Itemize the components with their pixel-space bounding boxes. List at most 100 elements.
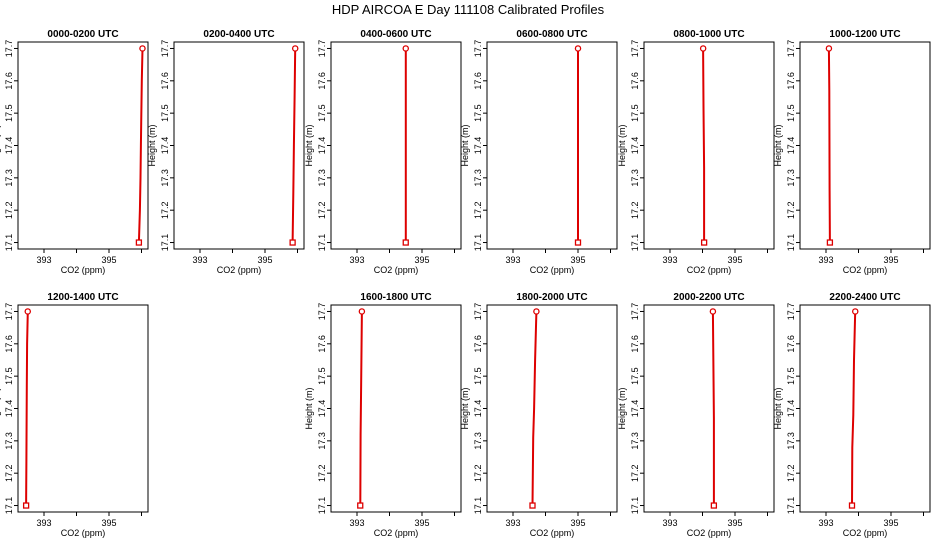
x-axis-label: CO2 (ppm) xyxy=(217,265,262,275)
y-tick-label: 17.4 xyxy=(317,137,327,155)
x-axis-label: CO2 (ppm) xyxy=(530,265,575,275)
y-tick-label: 17.3 xyxy=(317,432,327,450)
top-point-marker xyxy=(825,45,833,52)
y-tick-label: 17.7 xyxy=(4,303,14,321)
x-tick-label: 393 xyxy=(505,518,520,528)
x-tick-label: 393 xyxy=(36,518,51,528)
y-tick-label: 17.4 xyxy=(786,137,796,155)
panel: 1200-1400 UTC 393 395 17.1 17.2 17.3 17.4 17.5 1… xyxy=(0,292,149,538)
y-axis-label: Height (m) xyxy=(147,124,157,166)
y-tick-label: 17.2 xyxy=(317,201,327,219)
profile-line xyxy=(291,48,297,243)
panel: 2000-2200 UTC 393 395 17.1 17.2 17.3 17.4 17.5 1… xyxy=(617,292,775,538)
panel: 0000-0200 UTC 393 395 17.1 17.2 17.3 17.4 17.5 1… xyxy=(0,29,149,275)
top-point-marker xyxy=(358,308,366,315)
y-tick-label: 17.3 xyxy=(630,432,640,450)
y-tick-label: 17.6 xyxy=(4,335,14,353)
y-tick-label: 17.7 xyxy=(786,40,796,58)
y-tick-label: 17.2 xyxy=(473,464,483,482)
x-tick-label: 395 xyxy=(883,255,898,265)
y-tick-label: 17.4 xyxy=(4,137,14,155)
profile-line xyxy=(531,311,538,506)
y-tick-label: 17.6 xyxy=(473,72,483,90)
y-tick-label: 17.1 xyxy=(786,497,796,515)
x-axis-label: CO2 (ppm) xyxy=(843,528,888,538)
bottom-point-marker xyxy=(848,502,856,509)
x-tick-label: 393 xyxy=(349,255,364,265)
y-tick-label: 17.2 xyxy=(160,201,170,219)
y-tick-label: 17.6 xyxy=(473,335,483,353)
profile-line xyxy=(702,48,706,243)
y-tick-label: 17.5 xyxy=(473,367,483,385)
x-tick-label: 395 xyxy=(570,518,585,528)
panel-title: 0600-0800 UTC xyxy=(516,29,587,40)
x-tick-label: 395 xyxy=(570,255,585,265)
y-tick-label: 17.7 xyxy=(4,40,14,58)
y-tick-label: 17.1 xyxy=(473,497,483,515)
x-axis-label: CO2 (ppm) xyxy=(61,265,106,275)
bottom-point-marker xyxy=(402,239,409,246)
x-tick-label: 395 xyxy=(414,255,429,265)
panel-title: 1600-1800 UTC xyxy=(360,292,431,303)
x-axis-label: CO2 (ppm) xyxy=(843,265,888,275)
y-tick-label: 17.4 xyxy=(630,137,640,155)
panel: 0800-1000 UTC 393 395 17.1 17.2 17.3 17.4 17.5 1… xyxy=(617,29,775,275)
y-tick-label: 17.3 xyxy=(473,432,483,450)
panel-title: 2000-2200 UTC xyxy=(673,292,744,303)
plot-frame xyxy=(173,41,305,250)
y-tick-label: 17.7 xyxy=(317,40,327,58)
bottom-point-marker xyxy=(700,239,708,246)
panel-title: 1000-1200 UTC xyxy=(829,29,900,40)
figure-title: HDP AIRCOA E Day 111108 Calibrated Profi… xyxy=(331,2,605,17)
plot-frame xyxy=(486,304,618,513)
x-tick-label: 395 xyxy=(101,255,116,265)
panel-title: 0200-0400 UTC xyxy=(203,29,274,40)
panel: 0400-0600 UTC 393 395 17.1 17.2 17.3 17.4 17.5 1… xyxy=(304,29,462,275)
y-tick-label: 17.1 xyxy=(317,497,327,515)
y-tick-label: 17.1 xyxy=(630,497,640,515)
y-axis-label: Height (m) xyxy=(617,387,627,429)
x-tick-label: 395 xyxy=(727,518,742,528)
panel-title: 0000-0200 UTC xyxy=(47,29,118,40)
y-axis-label: Height (m) xyxy=(460,387,470,429)
x-tick-label: 393 xyxy=(818,255,833,265)
y-tick-label: 17.3 xyxy=(473,169,483,187)
y-tick-label: 17.3 xyxy=(4,169,14,187)
y-tick-label: 17.4 xyxy=(4,400,14,418)
y-tick-label: 17.3 xyxy=(317,169,327,187)
plot-frame xyxy=(330,41,462,250)
panel-title: 1200-1400 UTC xyxy=(47,292,118,303)
y-tick-label: 17.4 xyxy=(160,137,170,155)
profile-line xyxy=(25,311,29,506)
y-tick-label: 17.1 xyxy=(473,234,483,252)
y-tick-label: 17.3 xyxy=(630,169,640,187)
profile-line xyxy=(137,48,144,243)
y-tick-label: 17.1 xyxy=(317,234,327,252)
y-tick-label: 17.5 xyxy=(317,104,327,122)
y-tick-label: 17.4 xyxy=(473,137,483,155)
y-tick-label: 17.2 xyxy=(473,201,483,219)
y-tick-label: 17.6 xyxy=(317,335,327,353)
bottom-point-marker xyxy=(135,239,143,246)
top-point-marker xyxy=(852,308,859,315)
bottom-point-marker xyxy=(826,239,834,246)
x-tick-label: 393 xyxy=(36,255,51,265)
x-axis-label: CO2 (ppm) xyxy=(530,528,575,538)
y-tick-label: 17.7 xyxy=(317,303,327,321)
plot-frame xyxy=(643,41,775,250)
y-tick-label: 17.1 xyxy=(630,234,640,252)
y-axis-label: Height (m) xyxy=(304,387,314,429)
panel-title: 0800-1000 UTC xyxy=(673,29,744,40)
y-tick-label: 17.4 xyxy=(786,400,796,418)
panel: 1800-2000 UTC 393 395 17.1 17.2 17.3 17.4 17.5 1… xyxy=(460,292,618,538)
y-tick-label: 17.3 xyxy=(786,432,796,450)
y-tick-label: 17.4 xyxy=(317,400,327,418)
y-tick-label: 17.2 xyxy=(786,201,796,219)
x-tick-label: 393 xyxy=(818,518,833,528)
top-point-marker xyxy=(402,45,409,52)
profile-line xyxy=(827,48,831,243)
y-tick-label: 17.5 xyxy=(786,367,796,385)
bottom-point-marker xyxy=(289,239,296,246)
y-axis-label: Height (m) xyxy=(0,387,1,429)
